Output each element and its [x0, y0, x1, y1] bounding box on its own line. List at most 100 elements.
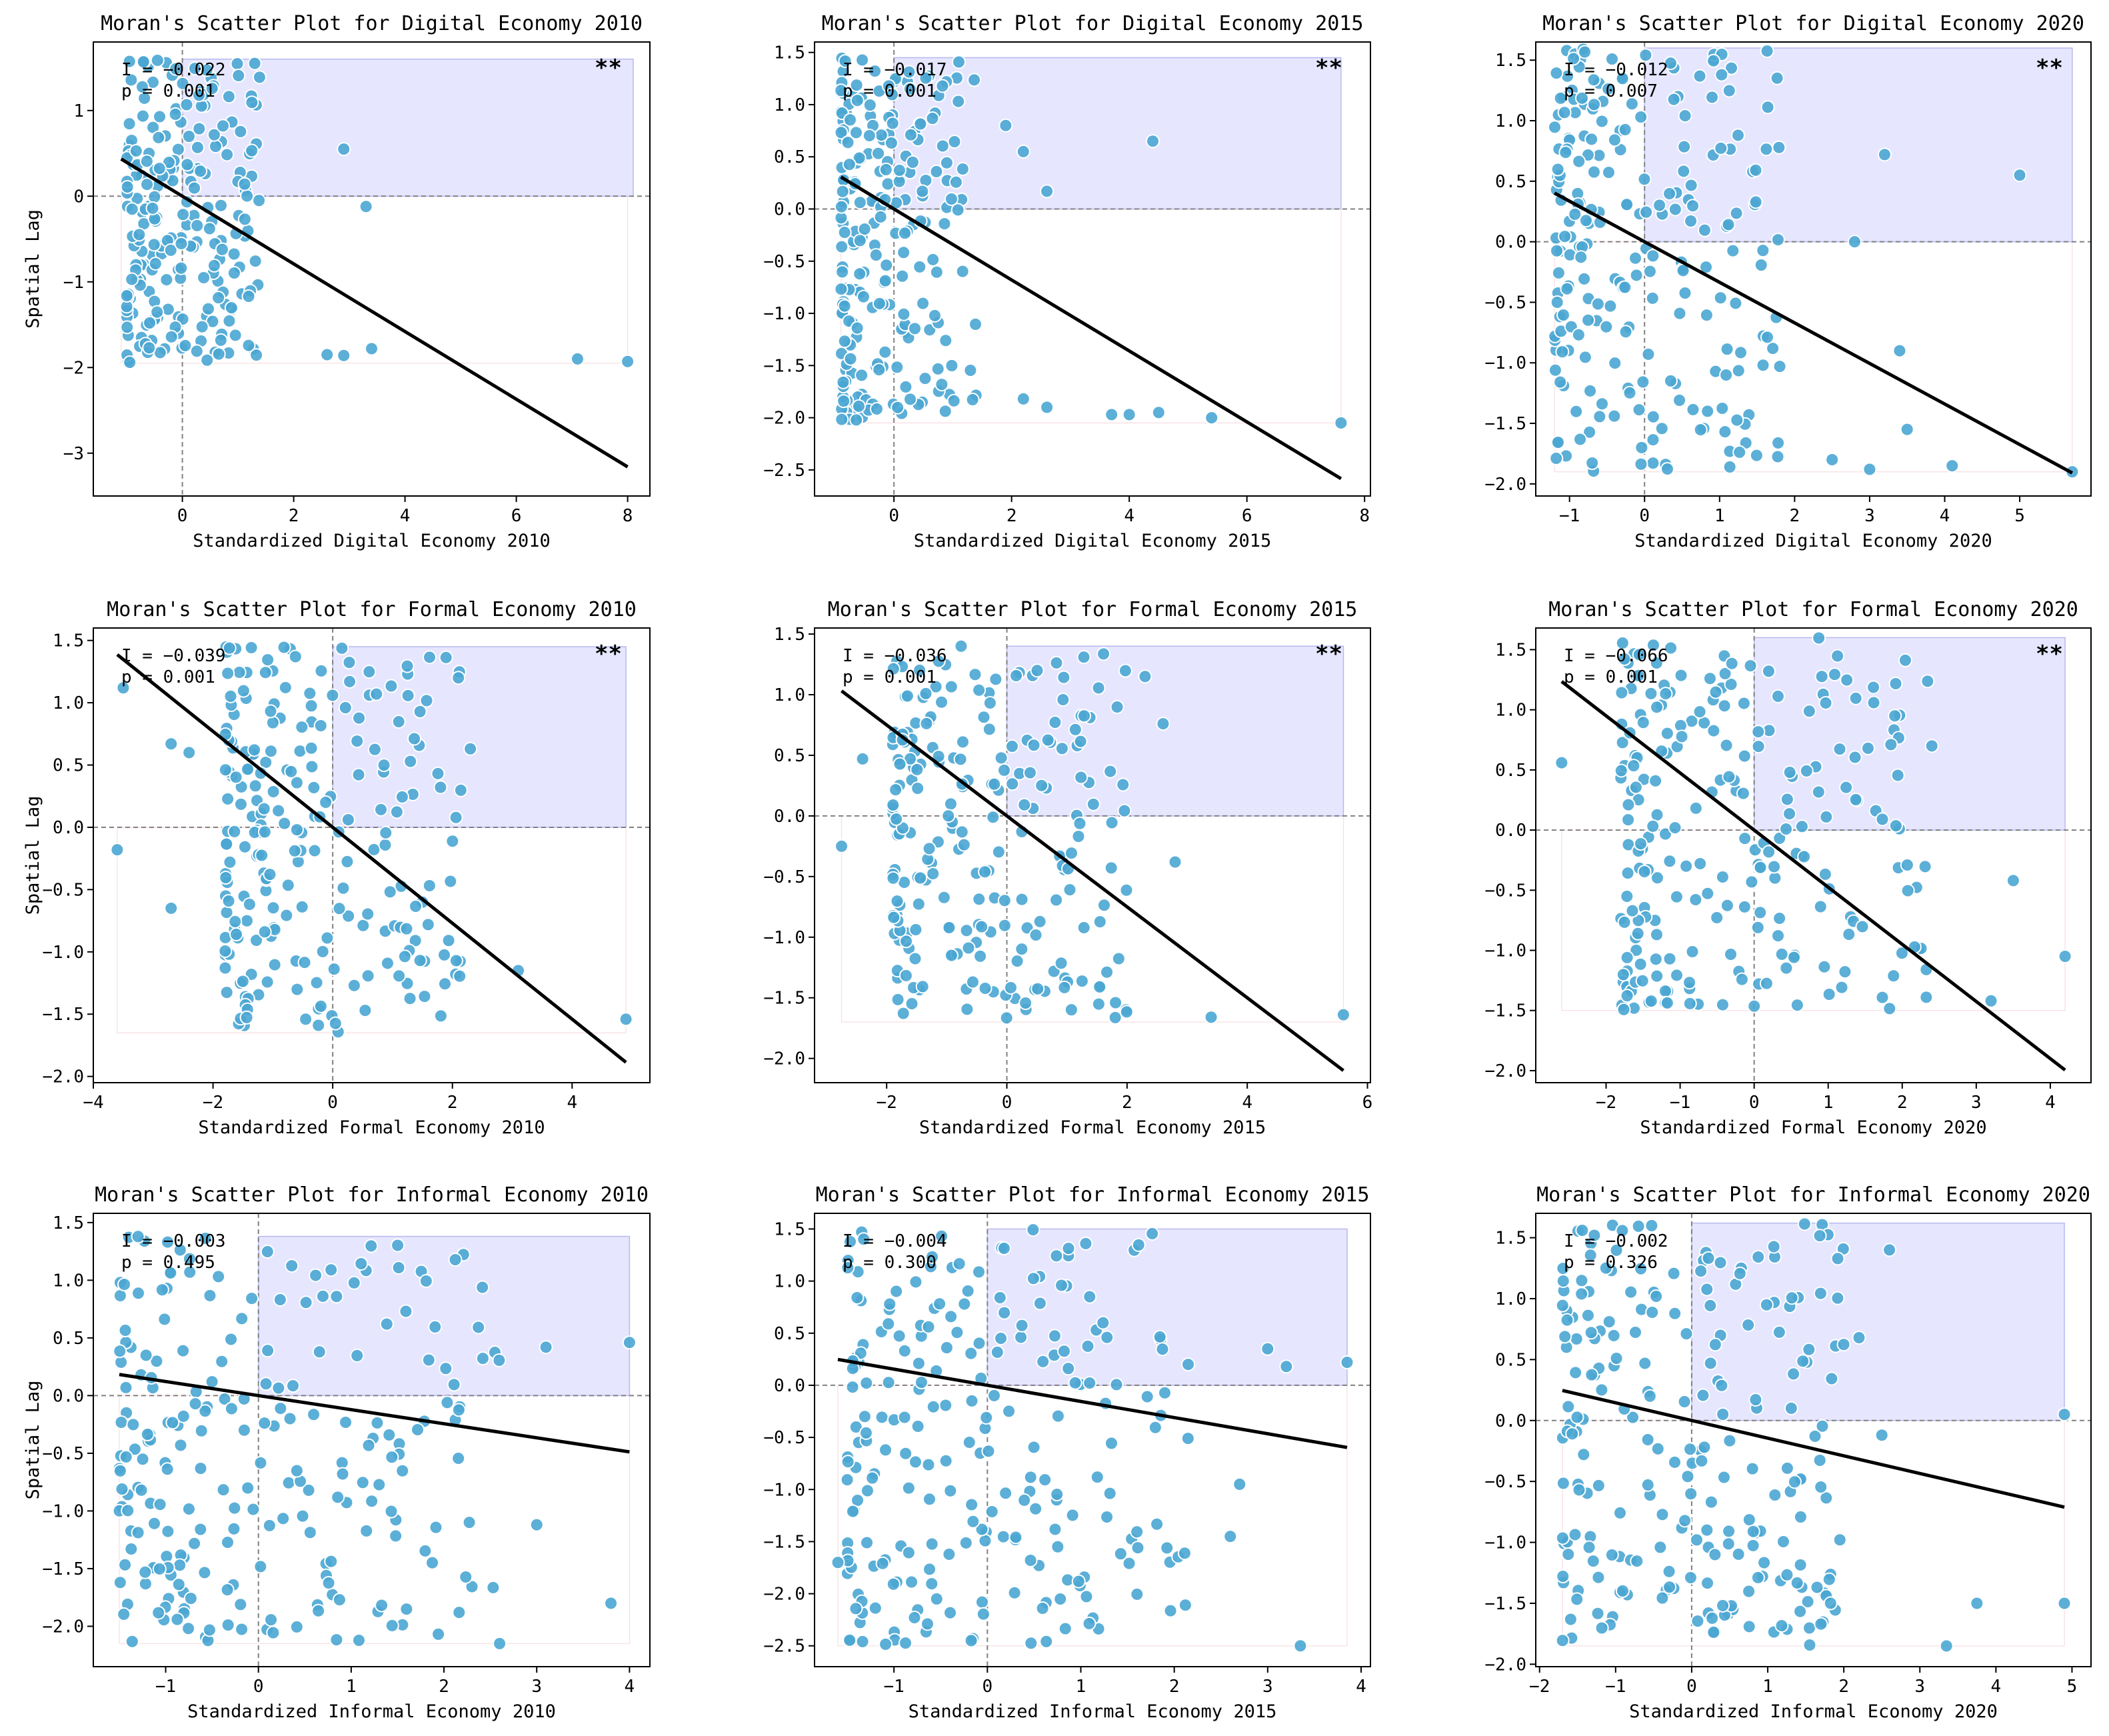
data-point: [834, 282, 849, 297]
y-tick-label: 0.0: [1495, 1411, 1526, 1431]
x-tick-label: 6: [1362, 1093, 1373, 1113]
y-tick-label: 0.5: [774, 746, 805, 766]
data-point: [1640, 1432, 1655, 1447]
x-axis-label: Standardized Digital Economy 2020: [1634, 531, 1992, 551]
data-point: [951, 203, 965, 217]
data-point: [897, 226, 912, 241]
data-point: [1009, 669, 1024, 683]
data-point: [1090, 1470, 1104, 1485]
data-point: [163, 1265, 178, 1280]
data-point: [964, 1633, 979, 1648]
x-tick-label: −2: [203, 1093, 223, 1113]
data-point: [978, 865, 993, 879]
data-point: [328, 1016, 343, 1031]
x-axis-label: Standardized Informal Economy 2010: [187, 1701, 556, 1722]
data-point: [242, 897, 257, 911]
data-point: [252, 193, 267, 208]
data-point: [1601, 81, 1616, 96]
p-value-label: p = 0.326: [1564, 1253, 1658, 1273]
data-point: [379, 1317, 394, 1331]
data-point: [1612, 1505, 1627, 1520]
data-point: [493, 1636, 507, 1651]
data-point: [1762, 845, 1776, 859]
axes-frame: [1535, 41, 2092, 497]
data-point: [1068, 722, 1082, 737]
data-point: [953, 752, 968, 767]
data-point: [886, 1577, 901, 1591]
data-point: [233, 124, 248, 139]
data-point: [1615, 735, 1630, 750]
data-point: [341, 813, 355, 827]
data-point: [399, 1602, 414, 1617]
data-point: [391, 1260, 406, 1275]
data-point: [1555, 1531, 1570, 1545]
data-point: [277, 640, 291, 655]
data-point: [1113, 1547, 1128, 1561]
data-point: [1703, 1298, 1718, 1313]
data-point: [2057, 1596, 2072, 1611]
data-point: [263, 704, 278, 719]
data-point: [893, 757, 907, 771]
data-point: [1848, 792, 1863, 807]
data-point: [299, 1295, 313, 1310]
data-point: [235, 1311, 249, 1326]
data-point: [1138, 669, 1152, 684]
data-point: [1660, 461, 1674, 476]
data-point: [1096, 898, 1111, 913]
data-point: [235, 974, 250, 989]
data-point: [1555, 1298, 1570, 1313]
y-tick-label: 0.5: [1495, 1350, 1526, 1370]
data-point: [1586, 165, 1601, 179]
data-point: [1007, 1585, 1022, 1600]
data-point: [965, 975, 980, 989]
moran-i-label: I = −0.004: [843, 1231, 947, 1251]
data-point: [1572, 154, 1586, 169]
data-point: [1023, 765, 1037, 780]
x-tick-label: 2: [1838, 1677, 1849, 1697]
data-point: [373, 802, 388, 817]
data-point: [1860, 741, 1875, 755]
data-point: [1625, 903, 1640, 918]
data-point: [448, 1253, 463, 1267]
data-point: [399, 1304, 413, 1319]
data-point: [131, 1286, 145, 1301]
data-point: [1774, 947, 1789, 961]
data-point: [266, 901, 281, 915]
significance-stars: **: [1315, 55, 1342, 81]
data-point: [335, 1467, 350, 1481]
data-point: [1574, 91, 1589, 105]
data-point: [959, 923, 974, 938]
x-tick-label: 1: [346, 1677, 357, 1697]
data-point: [259, 1377, 273, 1391]
y-axis-label: Spatial Lag: [23, 209, 43, 329]
data-point: [134, 1483, 149, 1497]
data-point: [119, 1449, 133, 1464]
data-point: [1672, 393, 1687, 407]
x-tick-label: 4: [1242, 1093, 1252, 1113]
data-point: [218, 961, 233, 975]
data-point: [1748, 195, 1763, 209]
data-point: [1232, 1477, 1247, 1491]
data-point: [289, 775, 304, 790]
y-tick-label: −2.0: [763, 1049, 805, 1069]
regression-line: [840, 175, 1342, 481]
data-point: [1702, 671, 1717, 686]
data-point: [278, 680, 293, 695]
data-point: [922, 841, 937, 856]
data-point: [1058, 1621, 1072, 1636]
data-point: [1130, 1541, 1145, 1555]
data-point: [1848, 691, 1863, 705]
data-point: [1054, 1278, 1069, 1293]
y-tick-label: 1.0: [1495, 1289, 1526, 1309]
data-point: [1842, 927, 1856, 942]
data-point: [1688, 893, 1703, 907]
data-point: [1747, 999, 1762, 1013]
data-point: [1690, 1614, 1705, 1629]
data-point: [1718, 425, 1732, 439]
data-point: [1570, 1410, 1584, 1425]
data-point: [1718, 666, 1732, 681]
data-point: [1111, 951, 1126, 966]
data-point: [1204, 1010, 1218, 1025]
data-point: [223, 689, 238, 703]
data-point: [1609, 1243, 1624, 1257]
